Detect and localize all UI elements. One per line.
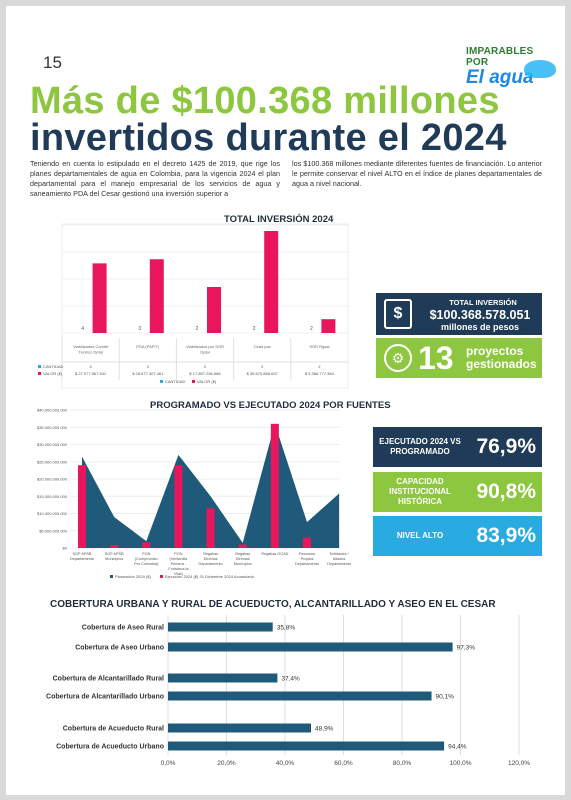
headline-line-2: invertidos durante el 2024 — [30, 117, 507, 159]
total-investment-subtitle: millones de pesos — [440, 322, 520, 332]
report-page: 15 IMPARABLES POR El agua — [6, 6, 565, 795]
projects-count: 13 — [418, 340, 454, 376]
intro-paragraph-left: Teniendo en cuenta lo estipulado en el d… — [30, 159, 280, 198]
kpi-capacity-label: CAPACIDAD INSTITUCIONAL HISTÓRICA — [389, 477, 451, 506]
logo-main-text: El agua — [466, 67, 534, 88]
kpi-capacity-value: 90,8% — [476, 480, 536, 503]
chart3-title: COBERTURA URBANA Y RURAL DE ACUEDUCTO, A… — [50, 599, 496, 610]
kpi-level-label: NIVEL ALTO — [396, 531, 444, 540]
kpi-executed-label: EJECUTADO 2024 VS PROGRAMADO — [379, 437, 461, 456]
chart1-title: TOTAL INVERSIÓN 2024 — [224, 214, 334, 225]
kpi-level-value: 83,9% — [476, 524, 536, 547]
total-investment-value: $100.368.578.051 — [429, 308, 531, 322]
money-bag-icon: $ — [384, 299, 412, 329]
water-drop-icon — [524, 60, 556, 78]
projects-box: ⚙ 13 proyectos gestionados — [376, 338, 542, 378]
kpi-level: NIVEL ALTO 83,9% — [373, 516, 542, 556]
headline-line-1: Más de $100.368 millones — [30, 80, 500, 122]
chart2-title: PROGRAMADO VS EJECUTADO 2024 POR FUENTES — [150, 400, 391, 411]
imparables-logo: IMPARABLES POR El agua — [466, 46, 558, 87]
projects-label: proyectos gestionados — [466, 345, 537, 371]
kpi-executed: EJECUTADO 2024 VS PROGRAMADO 76,9% — [373, 427, 542, 467]
kpi-executed-value: 76,9% — [476, 435, 536, 458]
projects-label-line2: gestionados — [466, 357, 537, 371]
intro-paragraph-right: los $100.368 millones mediante diferente… — [292, 159, 542, 188]
total-investment-title: TOTAL INVERSIÓN — [449, 298, 517, 307]
projects-label-line1: proyectos — [466, 344, 524, 358]
page-number: 15 — [43, 53, 62, 72]
total-investment-box: $ TOTAL INVERSIÓN $100.368.578.051 millo… — [376, 293, 542, 335]
logo-top-text: IMPARABLES POR — [466, 46, 534, 68]
kpi-capacity: CAPACIDAD INSTITUCIONAL HISTÓRICA 90,8% — [373, 472, 542, 512]
gear-icon: ⚙ — [384, 344, 412, 372]
